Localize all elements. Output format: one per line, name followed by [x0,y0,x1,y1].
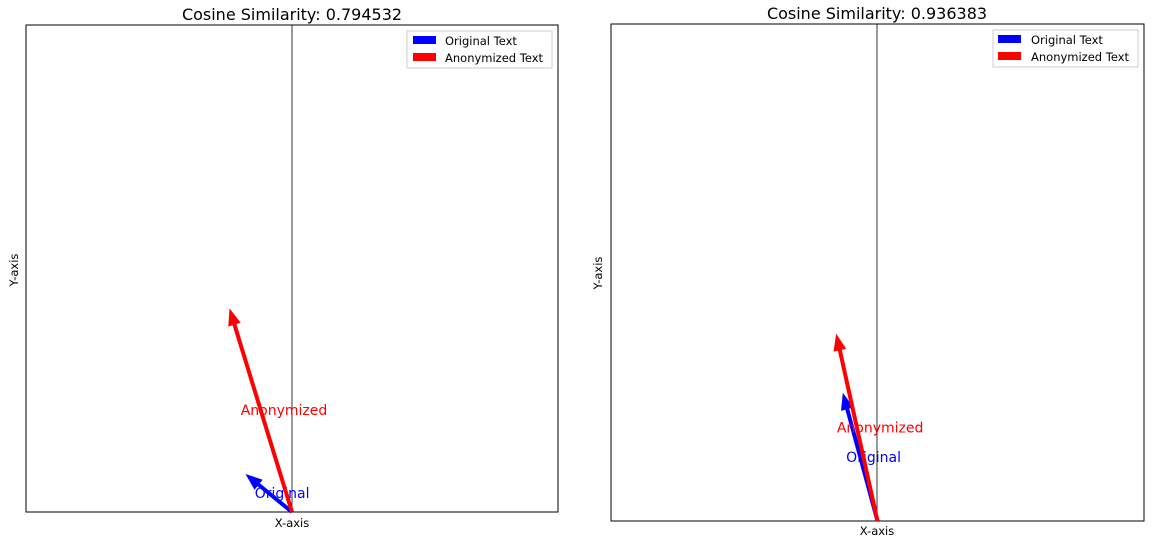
chart-title: Cosine Similarity: 0.794532 [182,5,402,24]
vector-head-anonymized [833,333,847,352]
legend-swatch-original [413,36,436,44]
vector-label-original: Original [255,486,310,502]
vector-shaft-original [255,481,294,514]
vector-label-original: Original [846,450,901,466]
vector-label-anonymized: Anonymized [241,403,328,419]
chart-title: Cosine Similarity: 0.936383 [767,4,987,23]
vector-shaft-anonymized [231,322,294,513]
vector-group: Original Anonymized [228,308,328,514]
vector-head-anonymized [228,308,241,327]
plot-area [610,23,1145,522]
legend-label-anonymized: Anonymized Text [445,51,543,65]
vector-head-original [245,474,263,490]
legend-label-original: Original Text [445,34,517,48]
legend: Original Text Anonymized Text [406,30,553,69]
subplot-right: Cosine Similarity: 0.936383 Original Anon… [591,4,1145,536]
vector-shaft-anonymized [837,347,880,522]
legend-swatch-anonymized [998,52,1021,60]
legend: Original Text Anonymized Text [992,29,1139,68]
x-axis-label: X-axis [860,524,895,536]
legend-swatch-anonymized [413,53,436,61]
subplot-left: Cosine Similarity: 0.794532 Original Anon… [7,5,559,530]
y-axis-label: Y-axis [591,257,605,291]
vector-group: Original Anonymized [833,333,924,522]
legend-swatch-original [998,35,1021,43]
legend-label-original: Original Text [1031,33,1103,47]
y-axis-label: Y-axis [7,254,21,288]
legend-label-anonymized: Anonymized Text [1031,50,1129,64]
vector-label-anonymized: Anonymized [837,420,924,436]
x-axis-label: X-axis [275,516,310,530]
